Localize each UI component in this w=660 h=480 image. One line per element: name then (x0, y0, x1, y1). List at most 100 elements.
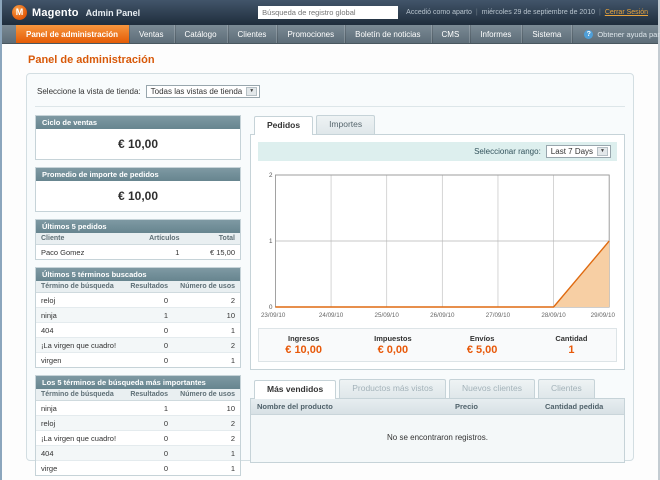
global-search-input[interactable] (258, 6, 399, 19)
cell-uses: 1 (173, 352, 240, 367)
box-title: Los 5 términos de búsqueda más important… (36, 376, 240, 389)
cell-uses: 1 (173, 322, 240, 338)
products-tabs: Más vendidos Productos más vistos Nuevos… (250, 379, 625, 399)
magento-logo-icon: M (12, 5, 27, 20)
main-nav: Panel de administración Ventas Catálogo … (2, 25, 660, 44)
cell-term: ninja (36, 307, 124, 323)
cell-term: virgen (36, 352, 124, 367)
column-header: Total (184, 233, 240, 245)
stat-value: 1 (568, 344, 575, 356)
tab-new-customers[interactable]: Nuevos clientes (449, 379, 536, 398)
svg-text:23/09/10: 23/09/10 (261, 312, 286, 319)
cell-term: ¡La virgen que cuadro! (36, 337, 124, 353)
orders-chart: 23/09/10 24/09/10 25/09/10 26/09/10 27/09/10… (261, 172, 616, 319)
stat-shipping: Envíos € 5,00 (438, 334, 527, 356)
table-row[interactable]: virge 0 1 (36, 460, 240, 475)
svg-text:29/09/10: 29/09/10 (591, 312, 616, 319)
help-label: Obtener ayuda para esta página (597, 29, 660, 39)
box-title: Últimos 5 términos buscados (36, 268, 240, 281)
range-select[interactable]: Last 7 Days ▼ (545, 145, 611, 158)
nav-item-clientes[interactable]: Clientes (228, 25, 278, 43)
column-header: Número de usos (173, 389, 240, 401)
nav-item-sistema[interactable]: Sistema (522, 25, 573, 43)
nav-item-dashboard[interactable]: Panel de administración (16, 25, 130, 43)
cell-uses: 10 (173, 307, 240, 323)
dashboard-columns: Ciclo de ventas € 10,00 Promedio de impo… (35, 115, 625, 480)
cell-term: 404 (36, 445, 124, 461)
help-link[interactable]: ? Obtener ayuda para esta página (572, 25, 660, 43)
stat-revenue: Ingresos € 10,00 (259, 334, 348, 356)
table-row[interactable]: 404 0 1 (36, 322, 240, 338)
table-row[interactable]: reloj 0 2 (36, 292, 240, 308)
logout-link[interactable]: Cerrar Sesión (604, 9, 648, 16)
table-row[interactable]: Paco Gomez 1 € 15,00 (36, 244, 240, 259)
cell-results: 0 (123, 460, 174, 475)
right-column: Pedidos Importes Seleccionar rango: Last… (250, 115, 625, 480)
last-search-terms-table: Término de búsqueda Resultados Número de… (36, 281, 240, 367)
tab-most-viewed[interactable]: Productos más vistos (339, 379, 446, 398)
page-title: Panel de administración (28, 54, 155, 66)
cell-results: 0 (123, 445, 174, 461)
cell-uses: 10 (173, 400, 240, 416)
svg-text:1: 1 (269, 238, 273, 245)
cell-term: 404 (36, 322, 124, 338)
stat-label: Impuestos (374, 334, 412, 343)
chevron-down-icon: ▼ (597, 147, 608, 156)
cell-uses: 2 (173, 292, 240, 308)
tab-importes[interactable]: Importes (316, 115, 376, 134)
logo-subtitle: Admin Panel (85, 7, 141, 18)
average-orders-value: € 10,00 (117, 189, 159, 203)
column-header: Cliente (36, 233, 121, 245)
cell-results: 0 (123, 430, 174, 446)
table-row[interactable]: virgen 0 1 (36, 352, 240, 367)
table-row[interactable]: ¡La virgen que cuadro! 0 2 (36, 337, 240, 353)
cell-term: ¡La virgen que cuadro! (36, 430, 124, 446)
products-block: Más vendidos Productos más vistos Nuevos… (250, 379, 625, 463)
separator: | (475, 9, 478, 16)
cell-total: € 15,00 (184, 244, 240, 259)
nav-item-promociones[interactable]: Promociones (277, 25, 346, 43)
range-label: Seleccionar rango: (474, 147, 541, 156)
column-header: Número de usos (173, 281, 240, 293)
logo-text: Magento (32, 6, 79, 19)
nav-item-cms[interactable]: CMS (432, 25, 471, 43)
table-row[interactable]: ninja 1 10 (36, 400, 240, 416)
cell-results: 1 (123, 307, 174, 323)
column-header: Precio (455, 402, 478, 411)
cell-customer: Paco Gomez (36, 244, 121, 259)
table-row[interactable]: ¡La virgen que cuadro! 0 2 (36, 430, 240, 446)
cell-term: reloj (36, 292, 124, 308)
cell-uses: 2 (173, 415, 240, 431)
tab-bestsellers[interactable]: Más vendidos (254, 380, 337, 399)
cell-term: virge (36, 460, 124, 475)
cell-uses: 1 (173, 460, 240, 475)
stat-quantity: Cantidad 1 (527, 334, 616, 356)
help-icon: ? (584, 29, 594, 39)
box-title: Ciclo de ventas (36, 116, 240, 129)
nav-item-catalogo[interactable]: Catálogo (175, 25, 228, 43)
left-column: Ciclo de ventas € 10,00 Promedio de impo… (35, 115, 241, 480)
stat-label: Ingresos (287, 334, 320, 343)
column-header: Cantidad pedida (545, 402, 604, 411)
store-view-row: Seleccione la vista de tienda: Todas las… (35, 82, 625, 107)
cell-uses: 2 (173, 337, 240, 353)
tab-customers[interactable]: Clientes (538, 379, 595, 398)
svg-text:0: 0 (269, 304, 273, 311)
tab-pedidos[interactable]: Pedidos (254, 116, 314, 135)
range-selected: Last 7 Days (550, 147, 594, 156)
table-row[interactable]: ninja 1 10 (36, 307, 240, 323)
table-row[interactable]: reloj 0 2 (36, 415, 240, 431)
cell-results: 1 (123, 400, 174, 416)
store-view-select[interactable]: Todas las vistas de tienda ▼ (145, 85, 261, 98)
column-header: Resultados (123, 281, 174, 293)
stat-value: € 10,00 (285, 344, 322, 356)
stat-label: Cantidad (555, 334, 588, 343)
nav-item-informes[interactable]: Informes (470, 25, 523, 43)
nav-item-ventas[interactable]: Ventas (129, 25, 175, 43)
table-row[interactable]: 404 0 1 (36, 445, 240, 461)
top-search-terms-box: Los 5 términos de búsqueda más important… (35, 375, 241, 476)
svg-text:24/09/10: 24/09/10 (319, 312, 344, 319)
nav-item-boletin[interactable]: Boletín de noticias (345, 25, 432, 43)
cell-items: 1 (120, 244, 185, 259)
svg-text:27/09/10: 27/09/10 (486, 312, 511, 319)
